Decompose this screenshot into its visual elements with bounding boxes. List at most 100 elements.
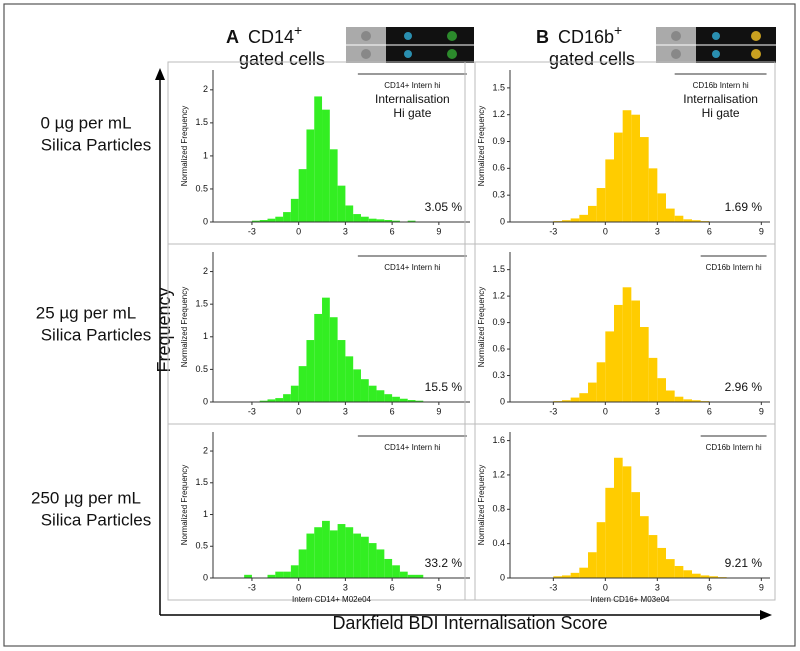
- histogram-bar: [570, 218, 580, 222]
- histogram-bar: [579, 567, 588, 578]
- histogram-bar: [605, 159, 614, 222]
- histogram-bar: [322, 109, 330, 222]
- histogram-bar: [360, 536, 369, 578]
- histogram-bar: [322, 520, 330, 578]
- x-tick-label: 6: [390, 226, 395, 236]
- y-tick-label: 2: [203, 445, 208, 455]
- y-tick-label: 0.3: [492, 190, 505, 200]
- x-tick-label: 6: [707, 582, 712, 592]
- histogram-bar: [306, 533, 315, 578]
- histogram-bar: [622, 466, 632, 578]
- y-tick-label: 2: [203, 266, 208, 276]
- x-tick-label: 0: [296, 226, 301, 236]
- histogram-bar: [648, 357, 658, 402]
- histogram-bar: [306, 129, 315, 222]
- x-tick-label: 3: [655, 406, 660, 416]
- histogram-bar: [407, 220, 416, 222]
- histogram-bar: [329, 149, 338, 222]
- x-tick-label: 6: [707, 226, 712, 236]
- histogram-bar: [674, 215, 684, 222]
- histogram-bar: [562, 220, 571, 222]
- x-tick-label: 9: [759, 226, 764, 236]
- histogram-bar: [329, 317, 338, 402]
- percentage: 33.2 %: [425, 556, 463, 570]
- histogram-bar: [392, 565, 400, 578]
- histogram-bar: [283, 571, 291, 578]
- histogram-bar: [360, 216, 369, 222]
- histogram-bar: [360, 379, 369, 402]
- gate-label: CD16b Intern hi: [706, 443, 762, 452]
- histogram-bar: [384, 394, 393, 402]
- histogram-bar: [579, 393, 588, 402]
- histogram-bar: [657, 547, 666, 578]
- histogram-bar: [657, 193, 666, 222]
- histogram-bar: [384, 220, 393, 222]
- x-tick-label: 3: [655, 226, 660, 236]
- y-tick-label: 0: [203, 396, 208, 406]
- histogram-bar: [631, 300, 640, 402]
- histogram-bar: [614, 304, 623, 402]
- histogram-bar: [399, 571, 408, 578]
- histogram-bar: [605, 487, 614, 578]
- histogram-bar: [614, 457, 623, 578]
- x-tick-label: -3: [549, 226, 557, 236]
- histogram-bar: [692, 573, 701, 578]
- y-tick-label: 1.5: [492, 264, 505, 274]
- histogram-bar: [345, 205, 354, 222]
- marker-name: CD14: [248, 27, 294, 47]
- y-tick-label: 0.6: [492, 163, 505, 173]
- histogram-bar: [622, 110, 632, 222]
- x-tick-label: 3: [655, 582, 660, 592]
- gate-label: CD16b Intern hi: [693, 81, 749, 90]
- histogram-bar: [275, 571, 284, 578]
- gate-note: Hi gate: [702, 106, 740, 120]
- y-tick-label: 1.2: [492, 290, 505, 300]
- histogram-bar: [337, 185, 346, 222]
- histogram-bar: [570, 397, 580, 402]
- marker-sup: +: [614, 22, 622, 38]
- y-tick-label: 1.6: [492, 435, 505, 445]
- histogram-bar: [648, 535, 658, 578]
- histogram-bar: [674, 565, 684, 578]
- x-tick-label: 3: [343, 226, 348, 236]
- x-tick-label: -3: [248, 582, 256, 592]
- y-tick-label: 1.2: [492, 109, 505, 119]
- histogram-bar: [376, 549, 385, 578]
- y-axis-label: Frequency: [154, 287, 174, 372]
- histogram-bar: [640, 137, 649, 222]
- x-axis-label: Intern CD16+ M03e04: [591, 595, 670, 604]
- x-tick-label: 9: [436, 582, 441, 592]
- histogram-bar: [259, 400, 268, 402]
- thumbnails-b: [656, 27, 776, 63]
- y-axis-label: Normalized Frequency: [180, 465, 189, 545]
- marker-sup: +: [294, 22, 302, 38]
- histogram-bar: [314, 313, 323, 402]
- y-tick-label: 1: [203, 150, 208, 160]
- x-tick-label: -3: [248, 226, 256, 236]
- y-axis-label: Normalized Frequency: [477, 287, 486, 367]
- histogram-bar: [275, 216, 284, 222]
- histogram-bar: [570, 572, 580, 578]
- column-title: CD16b+: [558, 22, 622, 47]
- histogram-bar: [345, 527, 354, 578]
- percentage: 3.05 %: [425, 200, 463, 214]
- panel-letter: B: [536, 27, 549, 47]
- histogram-bar: [700, 575, 710, 578]
- y-tick-label: 1: [203, 509, 208, 519]
- y-axis-label: Normalized Frequency: [477, 465, 486, 545]
- histogram-bar: [314, 527, 323, 578]
- histogram-bar: [384, 558, 393, 578]
- histogram-bar: [392, 396, 400, 402]
- x-tick-label: 0: [296, 582, 301, 592]
- column-subtitle: gated cells: [549, 49, 635, 69]
- histogram-bar: [298, 169, 307, 222]
- thumbnails-a: [346, 27, 474, 63]
- panel-frame: [464, 423, 776, 601]
- column-subtitle: gated cells: [239, 49, 325, 69]
- y-tick-label: 0: [203, 216, 208, 226]
- histogram-bar: [588, 552, 597, 578]
- histogram-bar: [314, 96, 323, 222]
- percentage: 9.21 %: [725, 556, 763, 570]
- row-label: 250 µg per mL: [31, 488, 141, 507]
